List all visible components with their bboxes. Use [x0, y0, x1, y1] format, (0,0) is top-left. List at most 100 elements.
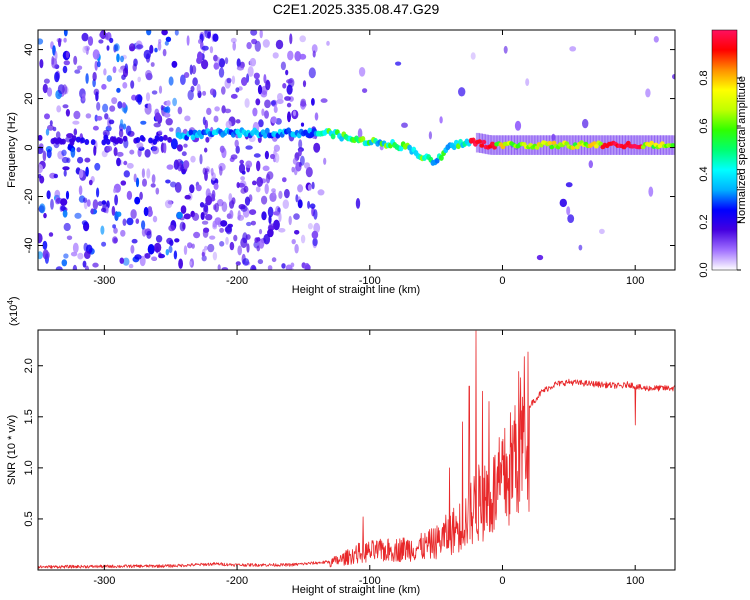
heatmap-cell — [307, 200, 311, 209]
heatmap-cell — [61, 138, 66, 145]
heatmap-cell — [270, 100, 276, 106]
heatmap-cell — [264, 183, 269, 195]
heatmap-cell — [106, 75, 113, 82]
heatmap-cell — [254, 78, 260, 86]
heatmap-cell — [168, 224, 176, 232]
heatmap-cell — [47, 124, 54, 131]
heatmap-cell — [143, 49, 151, 60]
heatmap-cell — [196, 83, 201, 94]
heatmap-cell — [599, 228, 605, 235]
heatmap-cell — [250, 30, 258, 36]
heatmap-cell — [116, 151, 124, 157]
heatmap-cell — [61, 149, 67, 156]
heatmap-cell — [189, 184, 195, 194]
heatmap-cell — [224, 57, 229, 65]
heatmap-cell — [71, 135, 77, 142]
heatmap-cell — [74, 212, 82, 219]
heatmap-cell — [297, 184, 304, 193]
heatmap-cell — [232, 41, 236, 51]
heatmap-cell — [267, 265, 273, 270]
heatmap-cell — [86, 199, 91, 207]
heatmap-cell — [235, 261, 241, 266]
heatmap-cell — [200, 212, 205, 220]
heatmap-cell — [42, 150, 47, 162]
heatmap-cell — [43, 212, 47, 219]
heatmap-cell — [155, 235, 163, 243]
heatmap-cell — [291, 239, 296, 245]
heatmap-cell — [145, 69, 152, 79]
heatmap-cell — [54, 189, 61, 199]
heatmap-cell — [38, 134, 43, 141]
heatmap-cell — [191, 65, 197, 75]
heatmap-cell — [172, 97, 178, 107]
heatmap-cell — [135, 218, 140, 224]
heatmap-cell — [230, 154, 238, 160]
heatmap-cell — [205, 214, 213, 221]
heatmap-cell — [122, 67, 129, 78]
heatmap-cell — [111, 205, 116, 216]
heatmap-cell — [481, 139, 487, 145]
heatmap-cell — [221, 267, 229, 270]
heatmap-cell — [567, 214, 575, 224]
heatmap-cell — [62, 65, 68, 74]
heatmap-cell — [293, 166, 298, 176]
heatmap-cell — [308, 67, 316, 79]
heatmap-cell — [111, 97, 118, 105]
colorbar-tick-label: 0.0 — [698, 262, 710, 277]
heatmap-cell — [38, 146, 44, 154]
heatmap-cell — [174, 238, 180, 243]
heatmap-cell — [288, 215, 292, 226]
heatmap-cell — [266, 171, 274, 180]
heatmap-cell — [69, 139, 75, 146]
heatmap-cell — [48, 232, 54, 237]
heatmap-cell — [231, 75, 236, 85]
snr-series-line — [38, 330, 675, 569]
heatmap-cell — [38, 251, 43, 260]
heatmap-cells — [38, 30, 675, 270]
heatmap-cell — [147, 103, 152, 111]
heatmap-cell — [130, 209, 137, 219]
heatmap-cell — [177, 106, 183, 115]
heatmap-cell — [293, 213, 300, 220]
heatmap-cell — [672, 74, 675, 80]
heatmap-cell — [183, 213, 191, 220]
colorbar-ticks: 0.0 0.2 0.4 0.6 0.8 — [698, 70, 741, 278]
heatmap-cell — [278, 190, 283, 199]
heatmap-cell — [549, 144, 555, 150]
heatmap-cell — [131, 238, 138, 244]
heatmap-cell — [458, 87, 466, 97]
heatmap-cell — [101, 241, 107, 247]
heatmap-cell — [238, 163, 246, 174]
heatmap-cell — [201, 59, 209, 70]
heatmap-cell — [209, 235, 216, 240]
heatmap-cell — [191, 243, 195, 249]
heatmap-cell — [205, 195, 213, 206]
heatmap-cell — [66, 133, 74, 139]
heatmap-cell — [155, 187, 160, 195]
heatmap-cell — [300, 98, 307, 107]
heatmap-cell — [270, 153, 276, 160]
heatmap-cell — [582, 118, 589, 129]
heatmap-cell — [192, 77, 198, 87]
heatmap-cell — [136, 44, 144, 50]
x-tick-label: -200 — [226, 275, 248, 287]
heatmap-cell — [92, 262, 99, 268]
snr-panel: -300 -200 -100 0 100 0.5 1.0 1.5 2.0 Height of … — [6, 296, 676, 596]
heatmap-cell — [150, 62, 155, 67]
heatmap-cell — [66, 157, 71, 164]
heatmap-cell — [470, 52, 476, 60]
heatmap-cell — [93, 145, 97, 156]
heatmap-cell — [213, 62, 220, 70]
heatmap-cell — [72, 120, 80, 125]
heatmap-cell — [280, 61, 286, 71]
heatmap-cell — [240, 205, 248, 212]
x-tick-label: 0 — [499, 275, 505, 287]
heatmap-cell — [214, 202, 220, 213]
heatmap-cell — [551, 140, 557, 146]
heatmap-cell — [128, 263, 134, 269]
x-tick-label: -300 — [93, 575, 115, 587]
heatmap-cell — [220, 220, 228, 227]
heatmap-cell — [153, 242, 162, 253]
heatmap-cell — [264, 110, 269, 119]
heatmap-cell — [256, 160, 261, 172]
